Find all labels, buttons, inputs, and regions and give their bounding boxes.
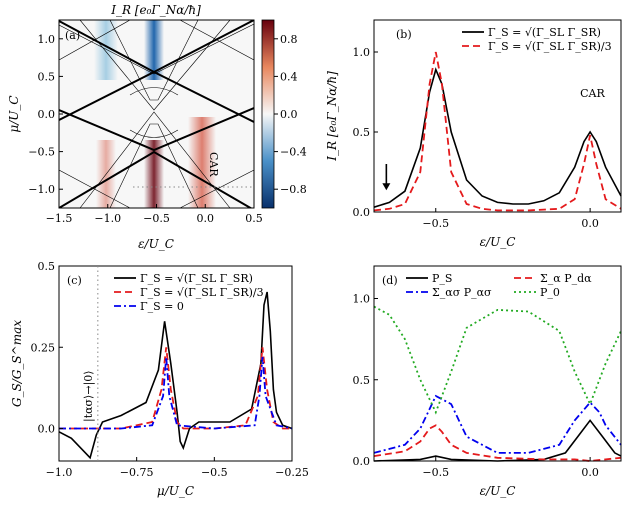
legend-label-1: Γ_S = √(Γ_SL Γ_SR)/3: [488, 40, 612, 53]
x-tick-label: 0.0: [581, 466, 599, 479]
level-line: [109, 123, 199, 208]
x-tick-label: 0.5: [245, 212, 263, 225]
x-tick-label: −1.0: [94, 212, 121, 225]
colorbar-tick-label: 0.8: [280, 33, 298, 46]
y-tick-label: 0.5: [38, 70, 56, 83]
y-tick-label: −1.0: [28, 183, 55, 196]
legend-label-2: Σ_ασ P_ασ: [432, 286, 492, 299]
series-line-1: [373, 51, 622, 212]
panel-a-yticks: 1.0 0.5 0.0 −0.5 −1.0: [28, 33, 63, 196]
x-tick-label: −0.25: [275, 466, 309, 479]
level-line: [109, 20, 199, 101]
x-tick-label: 0.0: [581, 217, 599, 230]
y-tick-label: 0.0: [38, 108, 56, 121]
y-tick-label: 1.0: [38, 33, 56, 46]
y-tick-label: −0.5: [28, 146, 55, 159]
y-tick-label: 0.25: [31, 341, 56, 354]
legend-label-0: Γ_S = √(Γ_SL Γ_SR): [140, 272, 253, 285]
series-line-2: [373, 394, 622, 454]
legend-label-3: P_0: [540, 286, 560, 299]
legend-label-0: Γ_S = √(Γ_SL Γ_SR): [488, 26, 601, 39]
car-annotation-a: CAR: [207, 152, 220, 177]
car-annotation: CAR: [580, 87, 605, 100]
y-tick-label: 1.0: [353, 293, 371, 306]
heatmap-stripe-red: [188, 117, 216, 208]
legend-label-0: P_S: [432, 272, 452, 285]
level-lines: [59, 20, 254, 208]
y-tick-label: 0.5: [353, 374, 371, 387]
level-line: [59, 23, 254, 75]
x-tick-label: −0.5: [201, 466, 228, 479]
x-tick-label: −0.5: [143, 212, 170, 225]
plot-frame: [373, 265, 622, 462]
x-axis-label: ε/U_C: [480, 484, 516, 498]
panel-a: I_R [e₀Γ_Nα/ħ] (a) CAR −1.5 −1.0 −0.5 0.0 0.…: [7, 3, 307, 251]
y-tick-label: 0.0: [38, 423, 56, 436]
colorbar-title: I_R [e₀Γ_Nα/ħ]: [110, 3, 201, 17]
plot-frame: [373, 19, 622, 213]
level-line: [179, 20, 254, 61]
level-line: [79, 20, 231, 111]
arrow-head: [382, 183, 391, 191]
panel-a-label: (a): [65, 29, 80, 42]
level-line: [79, 111, 231, 208]
colorbar-ticks: 0.8 0.4 0.0 −0.4 −0.8: [274, 33, 307, 196]
series-line-1: [59, 347, 292, 430]
legend-label-1: Σ_α P_dα: [540, 272, 592, 285]
y-tick-label: 0.5: [353, 126, 371, 139]
x-tick-label: 0.0: [197, 212, 215, 225]
series-line-0: [373, 67, 622, 208]
heatmap-features: [59, 20, 254, 208]
colorbar-tick-label: 0.4: [280, 70, 298, 83]
level-line: [179, 169, 254, 208]
y-axis-label: I_R [e₀Γ_Nα/ħ]: [325, 71, 339, 162]
legend-label-1: Γ_S = √(Γ_SL Γ_SR)/3: [140, 286, 264, 299]
x-axis-label: ε/U_C: [480, 235, 516, 249]
colorbar-tick-label: −0.8: [280, 183, 307, 196]
level-line: [129, 87, 179, 96]
panel-c: −1.0 −0.75 −0.5 −0.25 0.0 0.25 0.5 μ/U_C G_S/G_S…: [10, 260, 309, 498]
x-tick-label: −1.0: [46, 466, 73, 479]
panel-d: −0.5 0.0 0.0 0.5 1.0 ε/U_C (d) P_S Σ_α P_dα Σ_ασ …: [353, 265, 622, 498]
level-line: [129, 129, 179, 138]
level-line: [59, 20, 131, 61]
y-axis-label: G_S/G_S^max: [10, 320, 24, 407]
x-tick-label: −0.5: [422, 466, 449, 479]
level-line: [59, 107, 254, 152]
panel-label: (c): [67, 274, 82, 287]
plot-frame: [58, 265, 293, 462]
panel-a-xlabel: ε/U_C: [138, 237, 174, 251]
series-line-2: [59, 356, 293, 430]
level-line: [59, 70, 254, 123]
y-tick-label: 0.0: [353, 455, 371, 468]
level-line: [59, 150, 253, 208]
panel-label: (b): [396, 28, 412, 41]
x-tick-label: −1.5: [46, 212, 73, 225]
x-tick-label: −0.75: [120, 466, 154, 479]
panel-label: (d): [382, 274, 398, 287]
colorbar: [261, 19, 275, 209]
panel-a-ylabel: μ/U_C: [7, 95, 21, 132]
legend-label-2: Γ_S = 0: [140, 300, 184, 313]
y-tick-label: 0.5: [38, 260, 56, 273]
plot-area: [374, 266, 621, 461]
y-tick-label: 1.0: [353, 46, 371, 59]
y-tick-label: 0.0: [353, 206, 371, 219]
heatmap-stripe-blue-dark: [144, 20, 164, 80]
colorbar-tick-label: 0.0: [280, 108, 298, 121]
x-axis-label: μ/U_C: [157, 484, 194, 498]
panel-b: −0.5 0.0 0.0 0.5 1.0 ε/U_C I_R [e₀Γ_Nα/ħ] (b) Γ_…: [325, 19, 622, 249]
level-line: [59, 169, 131, 208]
heatmap-stripe-red-dark: [144, 140, 164, 208]
series-line-0: [373, 419, 622, 462]
panel-a-xticks: −1.5 −1.0 −0.5 0.0 0.5: [46, 204, 263, 225]
transition-annotation: |tασ⟩→|0⟩: [82, 370, 96, 422]
colorbar-tick-label: −0.4: [280, 146, 307, 159]
x-tick-label: −0.5: [422, 217, 449, 230]
